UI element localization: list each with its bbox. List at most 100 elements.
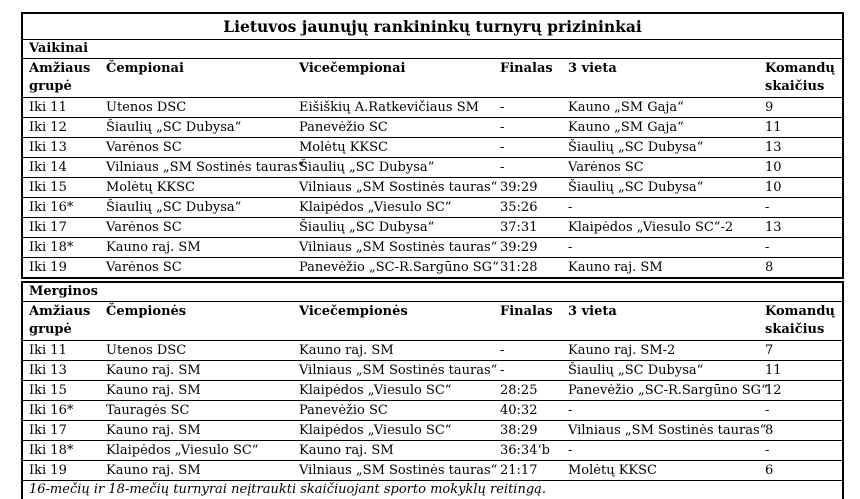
table-cell: - xyxy=(562,440,759,461)
table-cell: Panevėžio „SC-R.Sargūno SG“ xyxy=(562,380,768,401)
table-cell: Kauno raj. SM xyxy=(100,420,293,441)
table-cell: Klaipėdos „Viesulo SC“ xyxy=(293,380,494,401)
table-cell: Iki 13 xyxy=(22,137,100,158)
table-cell: 31:28 xyxy=(494,257,562,279)
table-cell: Iki 16* xyxy=(22,400,100,421)
column-header: Vicečempionai xyxy=(293,58,494,98)
table-cell: Vilniaus „SM Sostinės tauras“ xyxy=(293,177,497,198)
table-cell: Kauno raj. SM xyxy=(562,257,759,279)
table-cell: Kauno raj. SM xyxy=(100,360,293,381)
table-cell: - xyxy=(494,340,562,361)
table-cell: Tauragės SC xyxy=(100,400,293,421)
table-cell: Utenos DSC xyxy=(100,97,293,118)
table-cell: Iki 17 xyxy=(22,217,100,238)
table-cell: Molėtų KKSC xyxy=(293,137,494,158)
table-cell: Iki 11 xyxy=(22,97,100,118)
table-cell: 13 xyxy=(759,137,844,158)
table-row: Iki 13 Kauno raj. SM Vilniaus „SM Sostinės… xyxy=(22,360,844,381)
column-header: Amžiaus grupė xyxy=(22,301,100,341)
table-cell: Iki 18* xyxy=(22,237,100,258)
table-cell: Kauno raj. SM xyxy=(100,380,293,401)
girls-results-table: Merginos Amžiaus grupė Čempionės Vicečempio… xyxy=(21,281,845,499)
table-row: Iki 17 Kauno raj. SM Klaipėdos „Viesulo SC… xyxy=(22,420,844,441)
column-header: Amžiaus grupė xyxy=(22,58,100,98)
table-cell: Varėnos SC xyxy=(100,257,293,279)
table-row: Iki 19 Kauno raj. SM Vilniaus „SM Sostinės… xyxy=(22,460,844,481)
table-row: Iki 15 Molėtų KKSC Vilniaus „SM Sostinės t… xyxy=(22,177,844,198)
table-cell: Vilniaus „SM Sostinės tauras“ xyxy=(562,420,766,441)
table-row: Iki 14 Vilniaus „SM Sostinės tauras“ Šiaul… xyxy=(22,157,844,178)
table-cell: Vilniaus „SM Sostinės tauras“ xyxy=(293,460,497,481)
table-cell: - xyxy=(562,197,759,218)
table-cell: Panevėžio „SC-R.Sargūno SG“ xyxy=(293,257,499,279)
table-cell: 9 xyxy=(759,97,844,118)
table-cell: - xyxy=(759,440,844,461)
table-row: Iki 11 Utenos DSC Kauno raj. SM - Kauno raj.… xyxy=(22,340,844,361)
table-cell: Vilniaus „SM Sostinės tauras“ xyxy=(293,360,497,381)
table-cell: 35:26 xyxy=(494,197,562,218)
table-cell: 36:34‘b xyxy=(494,440,562,461)
table-row: Iki 12 Šiaulių „SC Dubysa“ Panevėžio SC - Ka… xyxy=(22,117,844,138)
table-cell: 28:25 xyxy=(494,380,562,401)
table-cell: 10 xyxy=(759,177,844,198)
table-cell: Varėnos SC xyxy=(100,217,293,238)
table-cell: Šiaulių „SC Dubysa“ xyxy=(293,157,494,178)
table-cell: Iki 13 xyxy=(22,360,100,381)
table-cell: Iki 18* xyxy=(22,440,100,461)
table-cell: Iki 15 xyxy=(22,380,100,401)
table-cell: - xyxy=(494,157,562,178)
column-header: Finalas xyxy=(494,58,562,98)
column-header: Finalas xyxy=(494,301,562,341)
table-cell: Šiaulių „SC Dubysa“ xyxy=(562,137,759,158)
table-cell: Klaipėdos „Viesulo SC“ xyxy=(293,420,494,441)
table-cell: Šiaulių „SC Dubysa“ xyxy=(293,217,494,238)
table-cell: Klaipėdos „Viesulo SC“ xyxy=(100,440,293,461)
table-title: Lietuvos jaunųjų rankininkų turnyrų priz… xyxy=(22,13,844,40)
column-header: Čempionės xyxy=(100,301,293,341)
table-cell: Iki 16* xyxy=(22,197,100,218)
column-header: Čempionai xyxy=(100,58,293,98)
table-cell: 39:29 xyxy=(494,177,562,198)
column-header: Komandų skaičius xyxy=(759,301,844,341)
table-cell: Vilniaus „SM Sostinės tauras“ xyxy=(293,237,497,258)
table-cell: 8 xyxy=(759,257,844,279)
table-cell: Eišiškių A.Ratkevičiaus SM xyxy=(293,97,494,118)
table-cell: 38:29 xyxy=(494,420,562,441)
table-cell: Kauno „SM Gaja“ xyxy=(562,97,759,118)
table-cell: - xyxy=(759,400,844,421)
table-cell: Vilniaus „SM Sostinės tauras“ xyxy=(100,157,304,178)
table-cell: 21:17 xyxy=(494,460,562,481)
table-cell: - xyxy=(759,237,844,258)
table-row: Iki 17 Varėnos SC Šiaulių „SC Dubysa“ 37:31… xyxy=(22,217,844,238)
table-cell: 8 xyxy=(759,420,844,441)
section-label: Vaikinai xyxy=(22,39,844,59)
table-cell: Iki 14 xyxy=(22,157,100,178)
girls-table-body: Merginos Amžiaus grupė Čempionės Vicečempio… xyxy=(22,282,844,499)
table-cell: Panevėžio SC xyxy=(293,117,494,138)
table-cell: Panevėžio SC xyxy=(293,400,494,421)
table-cell: 10 xyxy=(759,157,844,178)
table-cell: 37:31 xyxy=(494,217,562,238)
column-header: 3 vieta xyxy=(562,301,759,341)
table-cell: - xyxy=(494,117,562,138)
table-cell: Kauno „SM Gaja“ xyxy=(562,117,759,138)
table-row: Iki 18* Kauno raj. SM Vilniaus „SM Sostinė… xyxy=(22,237,844,258)
table-cell: Varėnos SC xyxy=(100,137,293,158)
table-cell: Klaipėdos „Viesulo SC“-2 xyxy=(562,217,759,238)
table-cell: Iki 15 xyxy=(22,177,100,198)
column-header: Vicečempionės xyxy=(293,301,494,341)
table-cell: Šiaulių „SC Dubysa“ xyxy=(562,360,759,381)
table-row: Iki 16* Tauragės SC Panevėžio SC 40:32- - xyxy=(22,400,844,421)
table-cell: Iki 17 xyxy=(22,420,100,441)
table-cell: - xyxy=(494,360,562,381)
table-cell: - xyxy=(759,197,844,218)
table-cell: 6 xyxy=(759,460,844,481)
table-cell: 11 xyxy=(759,360,844,381)
table-cell: Klaipėdos „Viesulo SC“ xyxy=(293,197,494,218)
table-cell: Kauno raj. SM xyxy=(100,460,293,481)
table-cell: 39:29 xyxy=(494,237,562,258)
table-cell: Iki 19 xyxy=(22,460,100,481)
table-cell: 12 xyxy=(759,380,844,401)
table-cell: Utenos DSC xyxy=(100,340,293,361)
